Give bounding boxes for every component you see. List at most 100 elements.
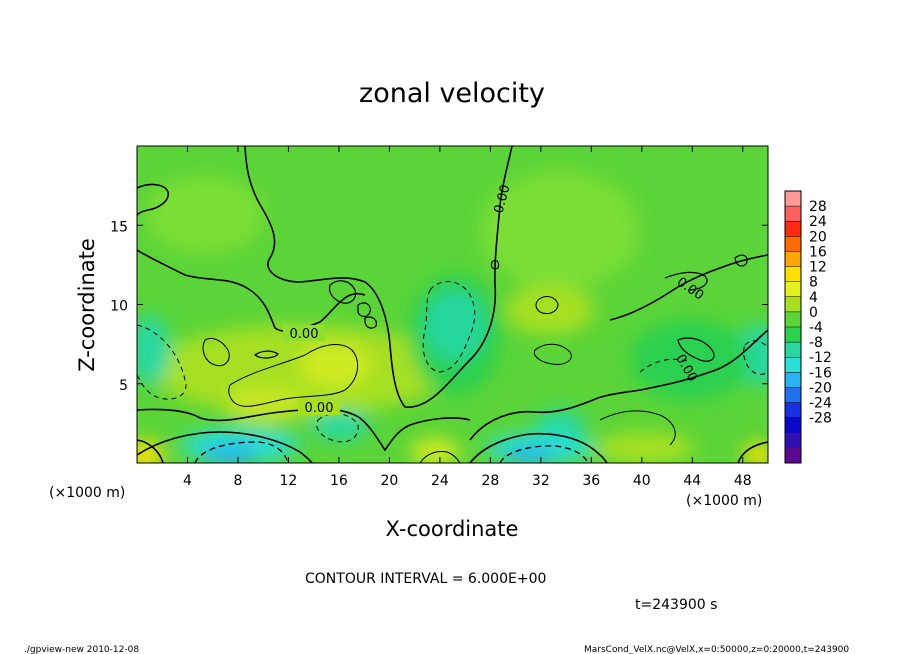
x-tick-label: 28 [481,473,499,489]
y-axis: 5 10 15 [110,219,768,394]
time-text: t=243900 s [635,597,717,613]
contour-zero [137,439,164,463]
x-axis-label: X-coordinate [386,517,519,541]
colorbar-label: -12 [809,350,832,366]
colorbar-swatch [785,357,801,373]
colorbar-swatch [785,372,801,388]
colorbar-swatch [785,417,801,434]
x-tick-label: 16 [330,473,348,489]
field-blob [535,410,585,440]
x-unit-label-right: (×1000 m) [686,493,762,509]
footer-right: MarsCond_VelX.nc@VelX,x=0:50000,z=0:2000… [584,645,849,654]
contour-zero [609,254,768,321]
x-tick-label: 44 [683,473,701,489]
contour-positive [202,337,230,367]
contour-negative [499,445,589,463]
x-unit-label-left: (×1000 m) [49,485,125,501]
x-tick-label: 12 [280,473,298,489]
colorbar-label: 16 [809,244,827,260]
contour-zero [137,431,313,463]
colorbar-swatch [785,402,801,418]
contour-zero [677,337,715,362]
colorbar-label: 12 [809,260,827,276]
field-blob [137,441,163,463]
x-tick-label: 40 [633,473,651,489]
colorbar-label: -4 [809,320,823,336]
field-blob [150,325,450,415]
contour-label-bg [298,399,340,415]
colorbar-label: -8 [809,335,823,351]
contour-positive [599,410,676,446]
contour-positive [535,296,559,315]
field-blob [410,438,460,463]
field-blob [425,290,485,360]
colorbar-label: 20 [809,229,827,245]
y-tick-label: 15 [110,219,128,235]
contour-label: 0.00 [290,327,319,342]
contour-zero [664,271,708,291]
field-blob [225,387,305,423]
field-blob [505,447,555,463]
contour-lines [137,146,768,463]
colorbar-swatch [785,236,801,252]
colorbar-swatch [785,296,801,313]
y-tick-label: 5 [119,378,128,394]
colorbar-label: 8 [809,275,818,291]
heatmap-field: 0.00 0.00 0.00 0.00 0.00 [137,146,768,463]
colorbar-swatch [785,447,801,464]
x-tick-label: 32 [532,473,550,489]
contour-zero [357,302,371,318]
x-tick-label: 36 [582,473,600,489]
colorbar-swatch [785,266,801,282]
colorbar-label: 28 [809,199,827,215]
colorbar-label: -28 [809,411,832,427]
x-tick-label: 4 [183,473,192,489]
colorbar-label: 4 [809,290,818,306]
contour-zero [137,183,170,217]
field-blob [300,343,370,387]
contour-positive [228,344,359,407]
contour-zero [253,350,279,359]
y-axis-label: Z-coordinate [75,238,99,372]
colorbar-swatch [785,342,801,358]
x-tick-label: 20 [380,473,398,489]
contour-label: 0.00 [305,401,334,416]
contour-positive [419,451,461,463]
field-blob [480,170,640,290]
contour-negative [137,324,187,400]
y-tick-label: 10 [110,299,128,315]
field-blob [630,320,750,400]
colorbar-swatch [785,311,801,328]
colorbar-swatch [785,191,801,207]
colorbar-swatch [785,387,801,403]
x-tick-label: 48 [734,473,752,489]
field-blob [505,285,595,335]
field-blob [137,315,170,385]
field-blob [200,445,260,463]
contour-interval-text: CONTOUR INTERVAL = 6.000E+00 [305,571,546,587]
x-axis: 4 8 12 16 20 24 28 32 36 40 44 48 [183,146,752,489]
contour-zero [328,280,357,304]
colorbar-label: -16 [809,365,832,381]
contour-zero [469,432,608,463]
contour-zero [137,249,366,333]
colorbar-label: -24 [809,396,832,412]
contour-label: 0.00 [492,183,514,215]
contour-zero [364,316,377,329]
contour-zero [469,329,768,441]
colorbar-label: -20 [809,380,832,396]
contour-positive [533,343,572,365]
colorbar-swatch [785,221,801,237]
field-blob [145,175,265,255]
contour-zero [137,408,471,452]
colorbar-swatch [785,327,801,343]
colorbar-swatch [785,206,801,222]
contour-negative [743,340,768,375]
colorbar-swatch [785,432,801,449]
footer-left: ./gpview-new 2010-12-08 [24,645,139,654]
contour-negative [639,358,691,373]
colorbar-label: 24 [809,214,827,230]
chart-title: zonal velocity [359,78,545,109]
